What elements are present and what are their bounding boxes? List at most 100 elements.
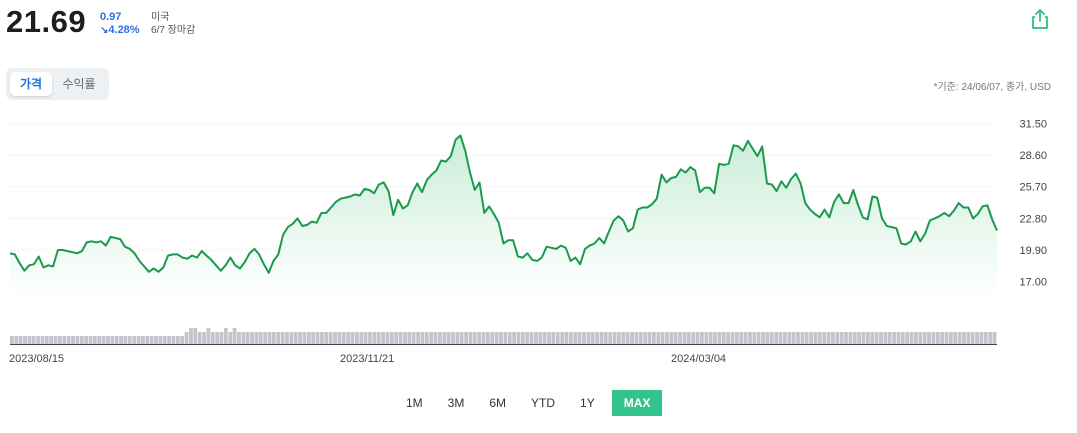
volume-bar [826,332,831,344]
volume-bar [852,332,857,344]
y-tick-label: 28.60 [1019,150,1047,162]
volume-bar [525,332,530,344]
volume-bar [538,332,543,344]
volume-bar [769,332,774,344]
volume-bar [184,332,189,344]
volume-bar [970,332,975,344]
volume-bar [643,332,648,344]
volume-bar [438,332,442,344]
volume-bar [44,336,49,344]
volume-bar [988,332,993,344]
volume-bar [595,332,599,344]
volume-bar [804,332,809,344]
volume-bar [660,332,665,344]
volume-bar [455,332,460,344]
volume-bar [315,332,320,344]
volume-bar [101,336,106,344]
range-button-ytd[interactable]: YTD [531,396,556,410]
volume-bar [424,332,429,344]
volume-bar [599,332,604,344]
volume-bar [420,332,425,344]
session-label: 6/7 장마감 [151,25,196,36]
volume-bar [512,332,516,344]
volume-bar [180,336,185,344]
tab-return[interactable]: 수익률 [62,77,96,91]
volume-bar [756,332,761,344]
y-tick-label: 22.80 [1019,213,1047,225]
volume-bar [376,332,381,344]
volume-bar [224,328,228,344]
volume-bar [778,332,783,344]
volume-bar [167,336,171,344]
volume-bar [228,332,233,344]
volume-bar [494,332,499,344]
volume-bar [10,336,14,344]
volume-bar [748,332,752,344]
volume-bar [289,332,294,344]
share-icon[interactable] [1030,8,1050,30]
volume-bar [355,332,359,344]
volume-bar [385,332,390,344]
volume-bar [337,332,342,344]
volume-bar [215,332,220,344]
volume-bar [477,332,482,344]
price-chart[interactable]: 31.50 28.60 25.70 22.80 19.90 17.00 2023/08/15… [0,100,1077,370]
y-tick-label: 25.70 [1019,182,1047,194]
volume-bar [612,332,617,344]
volume-bar [311,332,316,344]
volume-bar [119,336,123,344]
y-tick-label: 31.50 [1019,118,1047,130]
volume-bar [529,332,534,344]
volume-bar [839,332,844,344]
volume-bar [93,336,97,344]
volume-bar [708,332,713,344]
volume-bar [634,332,639,344]
volume-bar [84,336,88,344]
volume-bar [647,332,652,344]
volume-bar [507,332,512,344]
volume-bar [555,332,560,344]
volume-bar [250,332,254,344]
volume-bar [272,332,276,344]
volume-bar [896,332,901,344]
volume-bar [193,328,198,344]
volume-bar [468,332,473,344]
volume-bar [927,332,931,344]
volume-bar [700,332,704,344]
change-amount: 0.97 [100,11,122,23]
volume-bar [608,332,613,344]
volume-bar [870,332,875,344]
volume-bar [940,332,944,344]
volume-bar [975,332,979,344]
chart-mode-tabs: 가격 수익률 [6,68,109,100]
range-button-3m[interactable]: 3M [447,396,465,410]
volume-bar [542,332,547,344]
x-tick-label: 2023/11/21 [340,353,394,365]
volume-bar [464,332,468,344]
range-selector: 1M 3M 6M YTD 1Y MAX [398,390,671,416]
range-button-max[interactable]: MAX [611,390,663,416]
volume-bar [162,336,167,344]
volume-bar [721,332,726,344]
volume-bar [577,332,582,344]
volume-bar [123,336,128,344]
volume-bar [407,332,412,344]
range-button-1m[interactable]: 1M [406,396,423,410]
range-button-6m[interactable]: 6M [489,396,507,410]
range-button-1y[interactable]: 1Y [580,396,595,410]
volume-bar [931,332,936,344]
volume-bar [569,332,573,344]
volume-bar [490,332,495,344]
tab-price[interactable]: 가격 [10,72,52,96]
volume-bar [665,332,669,344]
volume-bar [106,336,110,344]
volume-bar [621,332,626,344]
volume-bar [866,332,870,344]
volume-bar [49,336,54,344]
volume-bar [197,332,202,344]
volume-bar [822,332,827,344]
volume-bar [735,332,739,344]
volume-bar [27,336,32,344]
volume-bar [630,332,634,344]
volume-bar [831,332,835,344]
